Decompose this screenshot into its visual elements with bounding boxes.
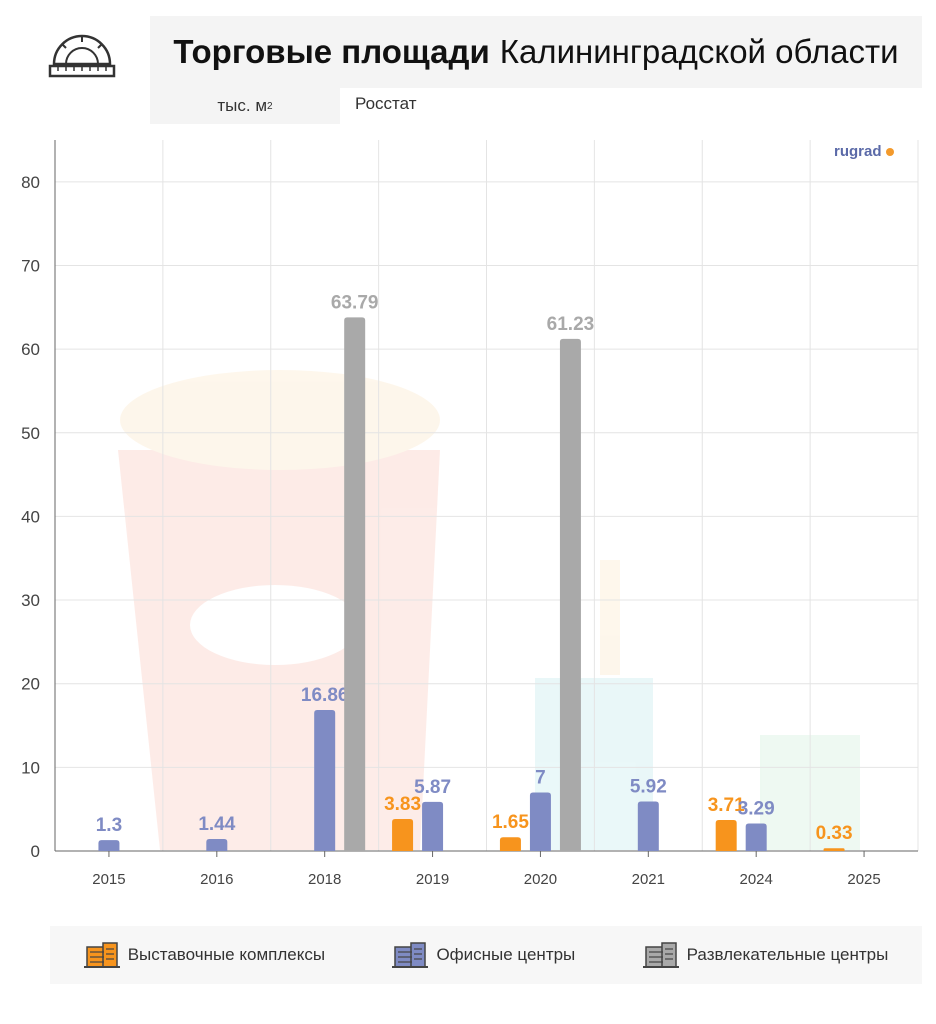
bar-office-2016 — [206, 838, 228, 851]
legend-label: Выставочные комплексы — [127, 945, 326, 964]
data-label: 3.29 — [738, 798, 775, 819]
bar-exhibition-2025 — [823, 848, 845, 851]
data-label: 3.83 — [384, 794, 421, 815]
data-label: 63.79 — [331, 292, 379, 313]
x-tick-label: 2018 — [308, 871, 341, 888]
x-tick-label: 2024 — [740, 871, 773, 888]
data-label: 1.44 — [198, 814, 235, 835]
data-label: 7 — [535, 767, 546, 788]
y-tick-label: 40 — [21, 507, 40, 526]
bar-entertainment-2018 — [344, 317, 366, 851]
building-icon — [392, 942, 429, 968]
data-label: 16.86 — [301, 685, 349, 706]
legend-item-0: Выставочные комплексы — [83, 941, 326, 969]
building-icon — [642, 942, 679, 968]
y-tick-label: 30 — [21, 591, 40, 610]
data-label: 5.87 — [414, 777, 451, 798]
bar-office-2024 — [745, 823, 767, 851]
source-label: Росстат — [355, 94, 417, 113]
unit-sup: 2 — [267, 100, 273, 112]
bar-office-2021 — [637, 801, 659, 851]
x-tick-label: 2020 — [524, 871, 557, 888]
bar-office-2020 — [529, 792, 551, 851]
y-tick-label: 0 — [31, 842, 40, 861]
data-label: 61.23 — [547, 314, 595, 335]
protractor-ruler-icon — [48, 34, 116, 78]
brand-logo: rugrad — [834, 143, 894, 160]
bar-exhibition-2020 — [499, 837, 521, 851]
data-label: 5.92 — [630, 776, 667, 797]
grid-lines — [55, 140, 919, 851]
legend: Выставочные комплексы Офисные центры Развл… — [50, 926, 922, 984]
brand-dot-icon — [885, 147, 894, 156]
x-tick-label: 2021 — [632, 871, 665, 888]
data-label: 3.71 — [708, 795, 745, 816]
y-tick-label: 60 — [21, 340, 40, 359]
bar-exhibition-2024 — [715, 819, 737, 851]
y-tick-label: 70 — [21, 256, 40, 275]
building-icon — [83, 942, 120, 968]
bar-chart: 0 10 20 30 40 50 60 70 80 2015 2016 2018 2019 2020 202… — [21, 140, 919, 888]
bar-office-2018 — [314, 709, 336, 851]
y-tick-label: 10 — [21, 758, 40, 777]
title-bold: Торговые площади — [173, 33, 490, 70]
legend-item-1: Офисные центры — [392, 941, 575, 969]
legend-item-2: Развлекательные центры — [642, 941, 889, 969]
y-tick-label: 80 — [21, 173, 40, 192]
y-tick-label: 20 — [21, 675, 40, 694]
x-tick-label: 2015 — [92, 871, 125, 888]
bars: 3.83 1.65 3.71 0.33 1.3 1.44 16.86 5.87 7 5.92 3.2… — [96, 292, 853, 851]
data-label: 1.3 — [96, 815, 122, 836]
bar-office-2019 — [422, 801, 444, 851]
chart-title: Торговые площади Калининградской области — [150, 16, 922, 88]
y-tick-label: 50 — [21, 424, 40, 443]
unit-main: тыс. м — [217, 96, 268, 115]
legend-label: Офисные центры — [436, 945, 576, 964]
brand-text: rugrad — [834, 143, 882, 160]
title-regular: Калининградской области — [499, 33, 899, 70]
background-illustration — [118, 370, 860, 850]
x-tick-label: 2019 — [416, 871, 449, 888]
x-tick-label: 2025 — [847, 871, 880, 888]
data-label: 1.65 — [492, 812, 529, 833]
bar-exhibition-2019 — [392, 818, 414, 851]
legend-label: Развлекательные центры — [686, 945, 889, 964]
x-tick-label: 2016 — [200, 871, 233, 888]
bar-office-2015 — [98, 840, 120, 851]
bar-entertainment-2020 — [559, 338, 581, 851]
data-label: 0.33 — [816, 823, 853, 844]
axes: 0 10 20 30 40 50 60 70 80 2015 2016 2018 2019 2020 202… — [21, 140, 918, 888]
